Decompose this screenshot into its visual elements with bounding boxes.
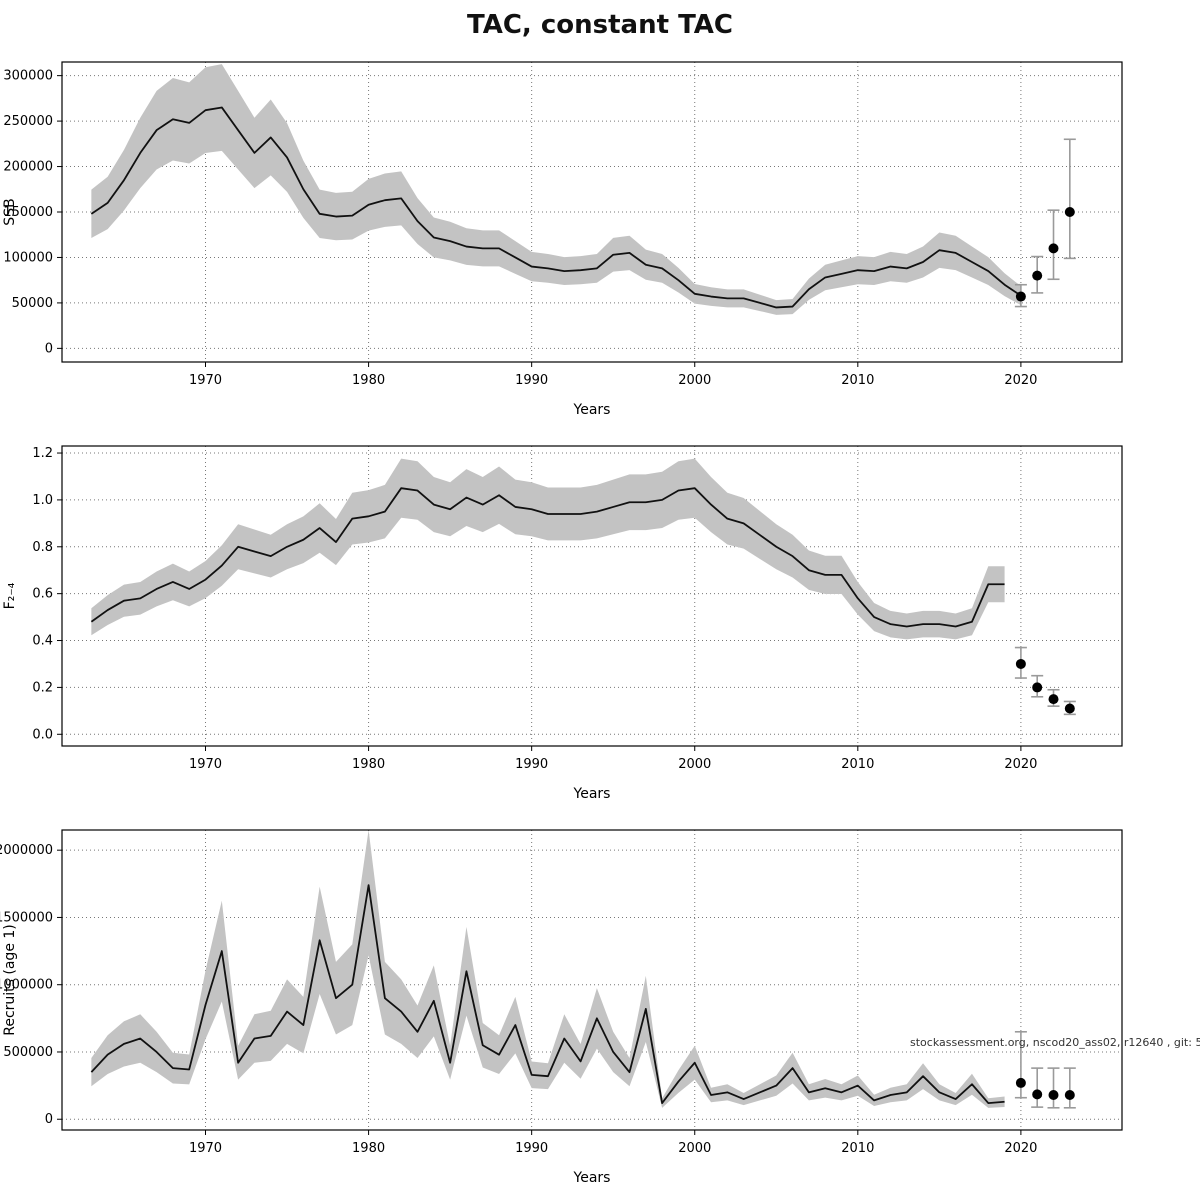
forecast-point [1048,1090,1059,1101]
forecast-point [1032,270,1043,281]
x-tick-label: 2020 [1004,373,1037,388]
x-axis-label: Years [573,786,611,802]
y-tick-label: 1000000 [0,978,53,993]
y-tick-label: 0.2 [32,680,53,695]
plot-frame [61,445,1123,747]
y-tick-label: 0 [45,341,53,356]
x-tick-label: 2000 [678,757,711,772]
forecast-point [1032,682,1043,693]
confidence-band [91,830,1005,1108]
ssb-panel: 1970 1980 1990 2000 2010 2020 0 50000 100000 1500… [0,48,1200,432]
confidence-band [91,64,1021,315]
x-tick-label: 2010 [841,757,874,772]
plot-frame [61,829,1123,1131]
x-tick-label: 2020 [1004,1141,1037,1156]
x-tick-label: 2000 [678,1141,711,1156]
x-tick-label: 1980 [352,757,385,772]
fishing-mortality-chart: 1970 1980 1990 2000 2010 2020 0.0 0.2 0.4 0.6 0.8 1… [2,445,1123,802]
forecast-point [1015,291,1026,302]
y-tick-label: 150000 [3,205,53,220]
x-tick-label: 2020 [1004,757,1037,772]
x-tick-label: 1990 [515,1141,548,1156]
source-annotation: stockassessment.org, nscod20_ass02, r126… [910,1036,1200,1049]
y-tick-label: 1.2 [32,446,53,461]
x-tick-label: 1990 [515,757,548,772]
forecast-point [1015,1077,1026,1088]
y-tick-label: 250000 [3,114,53,129]
forecast-point [1032,1089,1043,1100]
recruits-chart: 1970 1980 1990 2000 2010 2020 0 500000 1000000 15… [0,829,1200,1186]
x-axis-label: Years [573,402,611,418]
figure-title: TAC, constant TAC [467,10,733,40]
forecast-point [1048,694,1059,705]
estimate-line [90,487,1005,628]
confidence-band [91,458,1005,640]
x-tick-label: 2010 [841,1141,874,1156]
forecast-point [1048,243,1059,254]
x-tick-label: 2010 [841,373,874,388]
y-tick-label: 500000 [3,1045,53,1060]
y-tick-label: 100000 [3,250,53,265]
y-tick-label: 50000 [12,296,53,311]
fishing-mortality-panel: 1970 1980 1990 2000 2010 2020 0.0 0.2 0.4 0.6 0.8 1… [0,432,1200,816]
y-tick-label: 0 [45,1112,53,1127]
y-axis-label: F₂₋₄ [2,582,18,609]
y-tick-label: 300000 [3,69,53,84]
y-tick-label: 0.8 [32,540,53,555]
x-tick-label: 1990 [515,373,548,388]
y-axis-label: SSB [2,198,18,225]
x-tick-label: 2000 [678,373,711,388]
x-axis-label: Years [573,1170,611,1186]
y-tick-label: 200000 [3,160,53,175]
forecast-point [1015,658,1026,669]
y-axis-label: Recruits (age 1) [2,924,18,1036]
y-tick-label: 1.0 [32,493,53,508]
x-tick-label: 1980 [352,1141,385,1156]
estimate-line [90,106,1022,309]
y-tick-label: 0.6 [32,587,53,602]
forecast-point [1064,207,1075,217]
y-tick-label: 2000000 [0,843,53,858]
forecast-point [1064,703,1075,714]
x-tick-label: 1970 [189,757,222,772]
forecast-point [1064,1090,1075,1101]
estimate-line [90,884,1005,1104]
x-tick-label: 1970 [189,373,222,388]
y-tick-label: 0.4 [32,634,53,649]
recruits-panel: 1970 1980 1990 2000 2010 2020 0 500000 1000000 15… [0,816,1200,1200]
y-tick-label: 1500000 [0,910,53,925]
y-tick-label: 0.0 [32,727,53,742]
ssb-chart: 1970 1980 1990 2000 2010 2020 0 50000 100000 1500… [2,61,1123,418]
x-tick-label: 1980 [352,373,385,388]
x-tick-label: 1970 [189,1141,222,1156]
